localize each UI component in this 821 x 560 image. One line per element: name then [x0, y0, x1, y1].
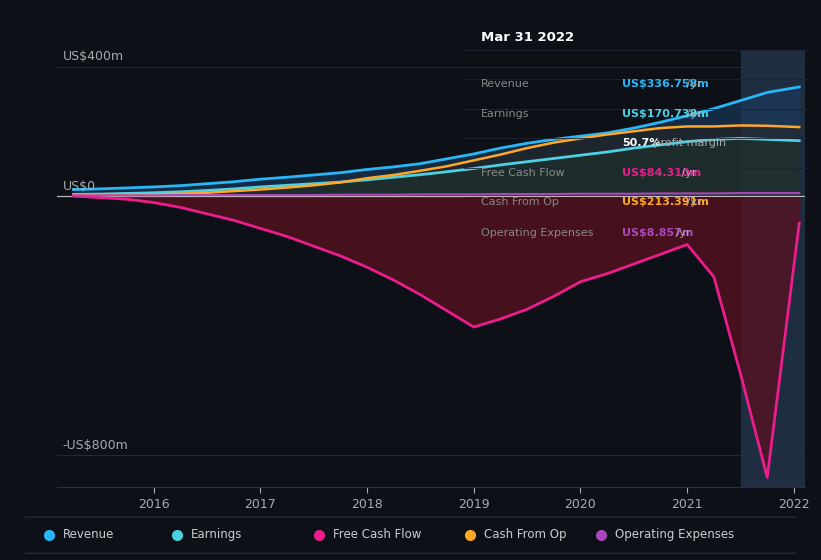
Text: US$336.758m: US$336.758m [622, 79, 709, 89]
Text: Mar 31 2022: Mar 31 2022 [481, 31, 574, 44]
Text: Revenue: Revenue [63, 528, 115, 542]
Text: Operating Expenses: Operating Expenses [481, 228, 594, 238]
Text: profit margin: profit margin [650, 138, 727, 148]
FancyBboxPatch shape [9, 517, 804, 553]
Text: US$400m: US$400m [63, 50, 124, 63]
Text: /yr: /yr [677, 168, 696, 178]
Text: -US$800m: -US$800m [63, 439, 129, 452]
Text: Earnings: Earnings [190, 528, 242, 542]
Text: US$8.857m: US$8.857m [622, 228, 694, 238]
Text: US$213.391m: US$213.391m [622, 197, 709, 207]
Text: Earnings: Earnings [481, 109, 530, 119]
Text: Revenue: Revenue [481, 79, 530, 89]
Text: /yr: /yr [683, 109, 702, 119]
Text: US$0: US$0 [63, 180, 96, 193]
Bar [741, 50, 805, 487]
Text: US$170.738m: US$170.738m [622, 109, 709, 119]
Text: Cash From Op: Cash From Op [484, 528, 566, 542]
Text: /yr: /yr [672, 228, 690, 238]
Text: /yr: /yr [683, 79, 702, 89]
Text: US$84.310m: US$84.310m [622, 168, 702, 178]
Text: Free Cash Flow: Free Cash Flow [333, 528, 422, 542]
Text: Free Cash Flow: Free Cash Flow [481, 168, 565, 178]
Text: 50.7%: 50.7% [622, 138, 661, 148]
Text: /yr: /yr [683, 197, 702, 207]
Text: Operating Expenses: Operating Expenses [615, 528, 734, 542]
Text: Cash From Op: Cash From Op [481, 197, 559, 207]
